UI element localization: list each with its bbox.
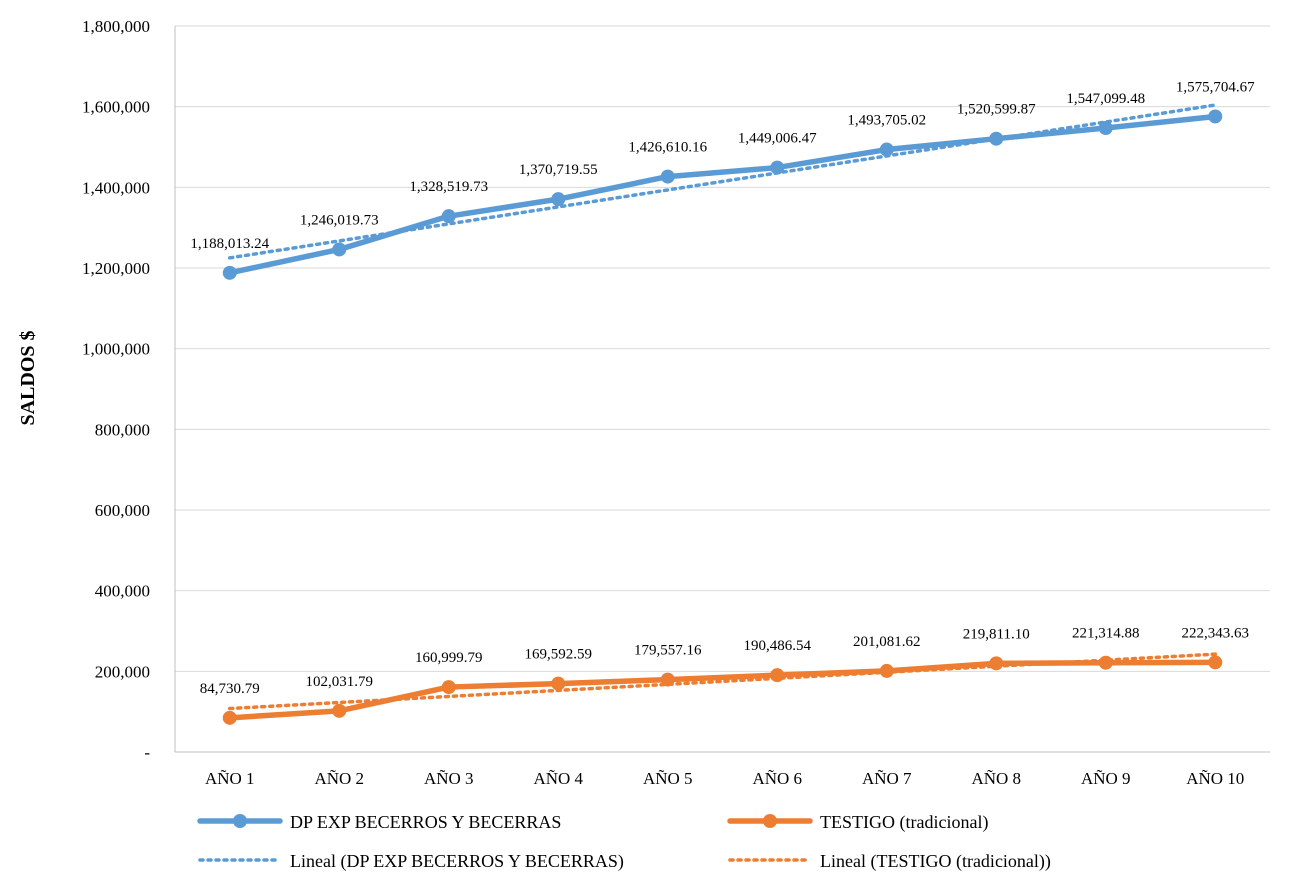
data-label: 1,520,599.87 xyxy=(957,102,1036,118)
legend-swatch-marker xyxy=(763,814,777,828)
data-point xyxy=(441,209,456,224)
x-tick-label: AÑO 9 xyxy=(1081,769,1131,788)
data-point xyxy=(660,672,675,687)
legend-label: TESTIGO (tradicional) xyxy=(820,812,988,833)
y-tick-label: 800,000 xyxy=(95,420,150,439)
legend-trend-label: Lineal (DP EXP BECERROS Y BECERRAS) xyxy=(290,851,624,872)
legend: DP EXP BECERROS Y BECERRAS Lineal (DP EXP… xyxy=(197,812,1051,872)
data-point xyxy=(332,242,347,257)
data-point xyxy=(770,668,785,683)
x-tick-label: AÑO 7 xyxy=(862,769,912,788)
data-point xyxy=(551,676,566,691)
data-label: 1,426,610.16 xyxy=(628,140,707,156)
data-label: 1,370,719.55 xyxy=(519,162,598,178)
y-tick-label: 1,400,000 xyxy=(82,178,150,197)
x-tick-label: AÑO 3 xyxy=(424,769,474,788)
data-label: 1,188,013.24 xyxy=(190,236,269,252)
y-axis-ticks: - 200,000 400,000 600,000 800,000 1,000,000 1,… xyxy=(82,17,150,762)
legend-trend-label: Lineal (TESTIGO (tradicional)) xyxy=(820,851,1051,872)
data-label: 169,592.59 xyxy=(525,647,593,663)
data-label: 1,449,006.47 xyxy=(738,131,817,147)
data-point xyxy=(1208,655,1223,670)
x-tick-label: AÑO 5 xyxy=(643,769,693,788)
x-tick-label: AÑO 4 xyxy=(533,769,583,788)
y-tick-label: 1,200,000 xyxy=(82,259,150,278)
data-point xyxy=(1208,109,1223,124)
data-point xyxy=(222,710,237,725)
data-point xyxy=(770,160,785,175)
y-tick-label: 1,000,000 xyxy=(82,340,150,359)
data-label: 84,730.79 xyxy=(200,681,260,697)
data-point xyxy=(879,142,894,157)
data-label: 219,811.10 xyxy=(963,626,1030,642)
y-tick-label: 200,000 xyxy=(95,662,150,681)
data-label: 160,999.79 xyxy=(415,650,483,666)
series-markers xyxy=(222,109,1223,725)
series-line-1 xyxy=(227,659,1218,721)
data-labels: 1,188,013.24 1,246,019.73 1,328,519.73 1,37… xyxy=(190,79,1255,696)
data-point xyxy=(879,663,894,678)
y-tick-label: 600,000 xyxy=(95,501,150,520)
data-label: 1,246,019.73 xyxy=(300,212,379,228)
data-label: 222,343.63 xyxy=(1182,625,1250,641)
data-point xyxy=(1098,655,1113,670)
data-label: 1,493,705.02 xyxy=(847,113,926,129)
data-point xyxy=(660,169,675,184)
x-tick-label: AÑO 8 xyxy=(971,769,1021,788)
gridlines xyxy=(174,25,1270,753)
data-point xyxy=(441,680,456,695)
series-line-0 xyxy=(227,113,1218,276)
data-point xyxy=(1098,121,1113,136)
data-label: 1,575,704.67 xyxy=(1176,79,1255,95)
legend-label: DP EXP BECERROS Y BECERRAS xyxy=(290,812,561,832)
data-point xyxy=(551,192,566,207)
x-tick-label: AÑO 10 xyxy=(1186,769,1244,788)
y-tick-label: 400,000 xyxy=(95,582,150,601)
x-tick-label: AÑO 1 xyxy=(205,769,255,788)
trendlines xyxy=(228,103,1217,711)
data-label: 179,557.16 xyxy=(634,643,702,659)
y-tick-label: - xyxy=(144,743,150,762)
data-label: 190,486.54 xyxy=(744,638,812,654)
y-axis-label: SALDOS $ xyxy=(17,330,39,425)
series-lines xyxy=(227,113,1218,721)
data-point xyxy=(332,703,347,718)
data-point xyxy=(989,656,1004,671)
y-tick-label: 1,800,000 xyxy=(82,17,150,36)
y-tick-label: 1,600,000 xyxy=(82,98,150,117)
data-point xyxy=(222,265,237,280)
data-point xyxy=(989,131,1004,146)
x-axis-ticks: AÑO 1 AÑO 2 AÑO 3 AÑO 4 AÑO 5 AÑO 6 AÑO 7 AÑO 8… xyxy=(205,769,1244,788)
legend-swatch-marker xyxy=(233,814,247,828)
data-label: 221,314.88 xyxy=(1072,626,1140,642)
data-label: 201,081.62 xyxy=(853,634,921,650)
data-label: 1,328,519.73 xyxy=(409,179,488,195)
trendline-0 xyxy=(228,103,1217,260)
data-label: 102,031.79 xyxy=(306,674,374,690)
data-label: 1,547,099.48 xyxy=(1066,91,1145,107)
x-tick-label: AÑO 2 xyxy=(314,769,364,788)
x-tick-label: AÑO 6 xyxy=(752,769,802,788)
